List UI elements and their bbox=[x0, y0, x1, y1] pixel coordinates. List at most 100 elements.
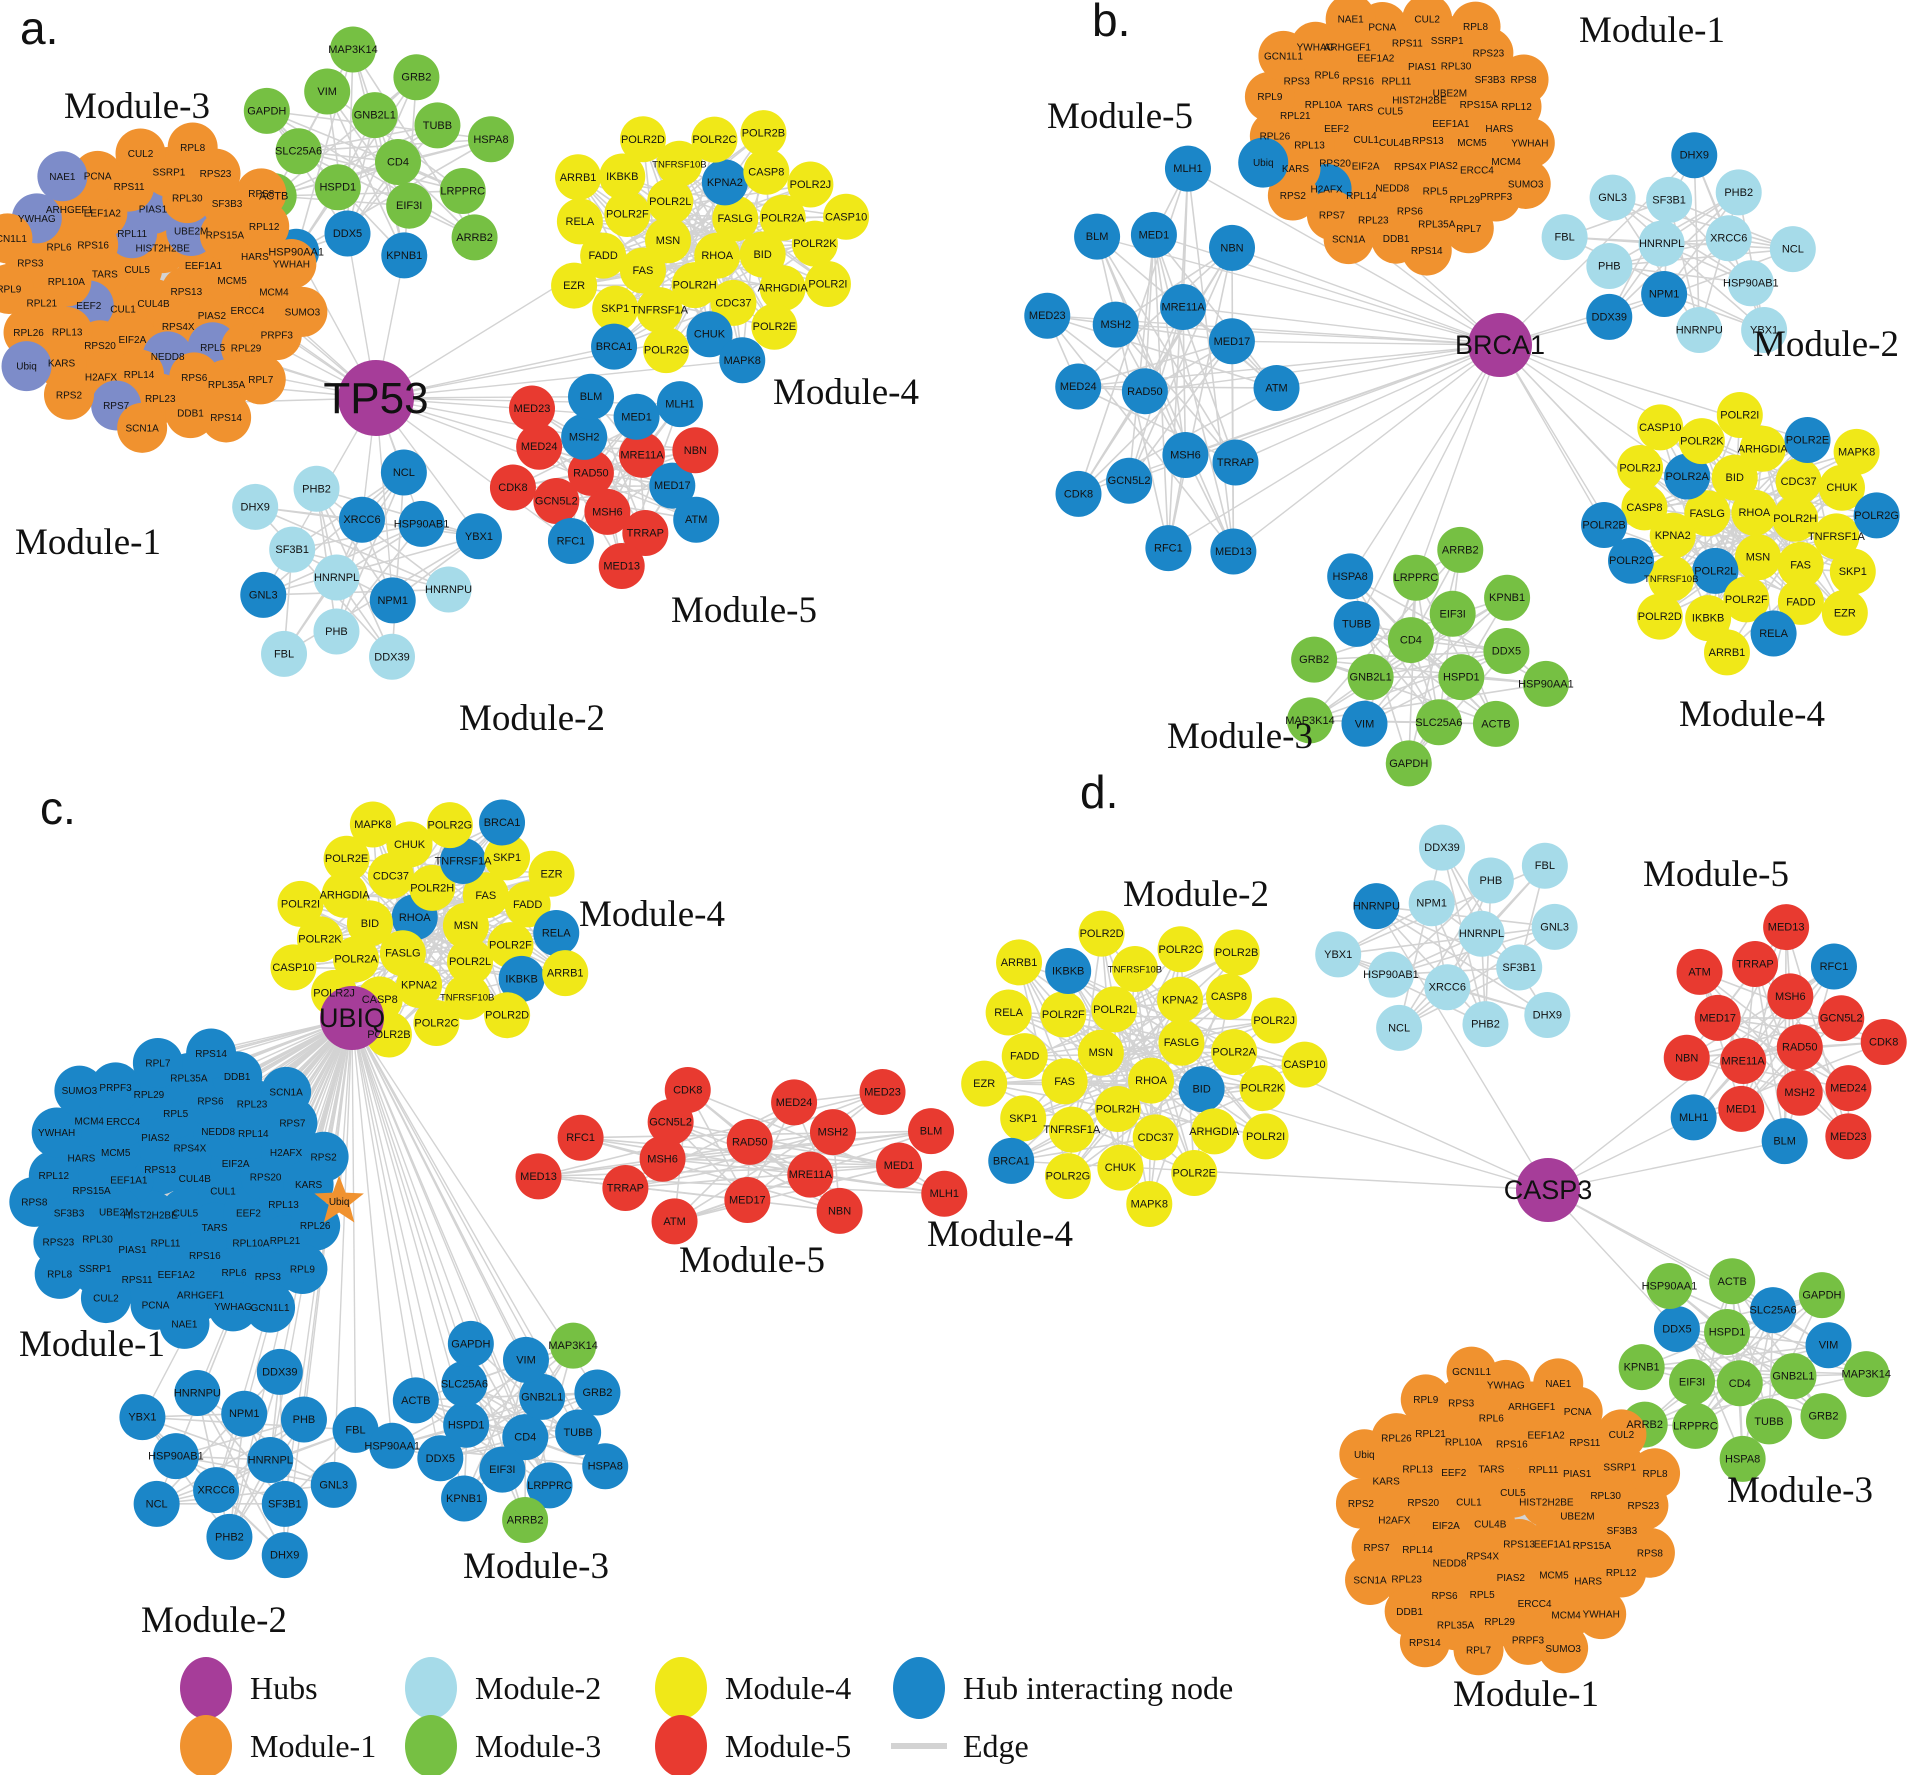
gene-node[interactable] bbox=[1676, 307, 1723, 354]
gene-node[interactable] bbox=[1145, 525, 1192, 572]
gene-node[interactable] bbox=[1672, 1402, 1719, 1449]
gene-node[interactable] bbox=[80, 1273, 131, 1324]
gene-node[interactable] bbox=[1106, 457, 1153, 504]
gene-node[interactable] bbox=[1684, 490, 1731, 537]
gene-node[interactable] bbox=[1171, 1150, 1218, 1197]
gene-node[interactable] bbox=[396, 962, 443, 1009]
gene-node[interactable] bbox=[996, 939, 1043, 986]
gene-node[interactable] bbox=[526, 1462, 573, 1509]
gene-node[interactable] bbox=[34, 1248, 85, 1299]
gene-node[interactable] bbox=[1664, 453, 1711, 500]
gene-node[interactable] bbox=[90, 1062, 141, 1113]
gene-node[interactable] bbox=[1315, 931, 1362, 978]
gene-node[interactable] bbox=[1617, 444, 1664, 491]
gene-node[interactable] bbox=[375, 139, 422, 185]
gene-node[interactable] bbox=[1692, 547, 1739, 594]
gene-node[interactable] bbox=[1242, 1113, 1289, 1160]
gene-node[interactable] bbox=[651, 1198, 698, 1245]
gene-node[interactable] bbox=[1718, 1085, 1765, 1132]
gene-node[interactable] bbox=[555, 154, 602, 201]
gene-node[interactable] bbox=[201, 392, 252, 443]
gene-node[interactable] bbox=[31, 1107, 82, 1158]
gene-node[interactable] bbox=[502, 1336, 549, 1383]
gene-node[interactable] bbox=[672, 427, 719, 474]
gene-node[interactable] bbox=[591, 323, 638, 370]
gene-node[interactable] bbox=[1739, 425, 1786, 472]
gene-node[interactable] bbox=[509, 385, 556, 432]
gene-node[interactable] bbox=[1327, 553, 1374, 600]
gene-node[interactable] bbox=[724, 1176, 771, 1223]
gene-node[interactable] bbox=[1000, 1095, 1047, 1142]
gene-node[interactable] bbox=[809, 1109, 856, 1156]
gene-node[interactable] bbox=[1353, 883, 1400, 930]
gene-node[interactable] bbox=[333, 936, 380, 983]
gene-node[interactable] bbox=[502, 1496, 549, 1543]
gene-node[interactable] bbox=[369, 577, 416, 624]
gene-node[interactable] bbox=[580, 232, 627, 279]
gene-node[interactable] bbox=[1716, 1360, 1763, 1407]
gene-node[interactable] bbox=[444, 973, 491, 1020]
gene-node[interactable] bbox=[1121, 368, 1168, 415]
gene-node[interactable] bbox=[159, 1298, 210, 1349]
gene-node[interactable] bbox=[115, 128, 166, 179]
gene-node[interactable] bbox=[1770, 1353, 1817, 1400]
gene-node[interactable] bbox=[602, 1165, 649, 1212]
gene-node[interactable] bbox=[664, 1067, 711, 1114]
gene-node[interactable] bbox=[1001, 1033, 1048, 1080]
gene-node[interactable] bbox=[1041, 1058, 1088, 1105]
gene-node[interactable] bbox=[467, 116, 514, 163]
gene-node[interactable] bbox=[568, 373, 615, 420]
gene-node[interactable] bbox=[1829, 548, 1876, 595]
gene-node[interactable] bbox=[1286, 697, 1333, 744]
gene-node[interactable] bbox=[1723, 576, 1770, 623]
gene-node[interactable] bbox=[1333, 600, 1380, 647]
gene-node[interactable] bbox=[1694, 994, 1741, 1041]
gene-node[interactable] bbox=[592, 285, 639, 332]
gene-node[interactable] bbox=[117, 402, 168, 453]
gene-node[interactable] bbox=[381, 232, 428, 279]
gene-node[interactable] bbox=[298, 1131, 349, 1182]
gene-node[interactable] bbox=[1531, 903, 1578, 950]
gene-node[interactable] bbox=[1638, 220, 1685, 267]
gene-node[interactable] bbox=[557, 1114, 604, 1161]
gene-node[interactable] bbox=[72, 150, 123, 201]
gene-node[interactable] bbox=[1438, 654, 1485, 701]
gene-node[interactable] bbox=[386, 821, 433, 868]
gene-node[interactable] bbox=[462, 872, 509, 919]
gene-node[interactable] bbox=[1521, 842, 1568, 889]
hub-node-tp53[interactable] bbox=[338, 360, 414, 436]
gene-node[interactable] bbox=[1705, 215, 1752, 262]
gene-node[interactable] bbox=[1777, 541, 1824, 588]
gene-node[interactable] bbox=[551, 262, 598, 309]
gene-node[interactable] bbox=[649, 462, 696, 509]
gene-node[interactable] bbox=[1618, 1344, 1665, 1391]
gene-node[interactable] bbox=[329, 26, 376, 73]
gene-node[interactable] bbox=[671, 262, 718, 309]
gene-node[interactable] bbox=[1750, 610, 1797, 657]
gene-node[interactable] bbox=[277, 1243, 328, 1294]
gene-node[interactable] bbox=[1731, 489, 1778, 536]
gene-node[interactable] bbox=[266, 238, 317, 289]
gene-node[interactable] bbox=[599, 153, 646, 200]
gene-node[interactable] bbox=[701, 159, 748, 206]
gene-node[interactable] bbox=[787, 1151, 834, 1198]
gene-node[interactable] bbox=[1345, 1554, 1396, 1605]
gene-node[interactable] bbox=[1504, 118, 1555, 169]
gene-node[interactable] bbox=[1496, 944, 1543, 991]
gene-node[interactable] bbox=[414, 102, 461, 149]
gene-node[interactable] bbox=[528, 850, 575, 897]
gene-node[interactable] bbox=[247, 1436, 294, 1483]
gene-node[interactable] bbox=[1784, 417, 1831, 464]
gene-node[interactable] bbox=[240, 571, 287, 618]
gene-node[interactable] bbox=[1244, 71, 1295, 122]
gene-node[interactable] bbox=[425, 566, 472, 613]
gene-node[interactable] bbox=[1158, 1019, 1205, 1066]
gene-node[interactable] bbox=[186, 1028, 237, 1079]
gene-node[interactable] bbox=[1253, 365, 1300, 412]
gene-node[interactable] bbox=[1419, 824, 1466, 871]
gene-node[interactable] bbox=[1810, 943, 1857, 990]
gene-node[interactable] bbox=[1325, 0, 1376, 45]
gene-node[interactable] bbox=[1208, 318, 1255, 365]
gene-node[interactable] bbox=[1212, 439, 1259, 486]
gene-node[interactable] bbox=[1522, 660, 1569, 707]
